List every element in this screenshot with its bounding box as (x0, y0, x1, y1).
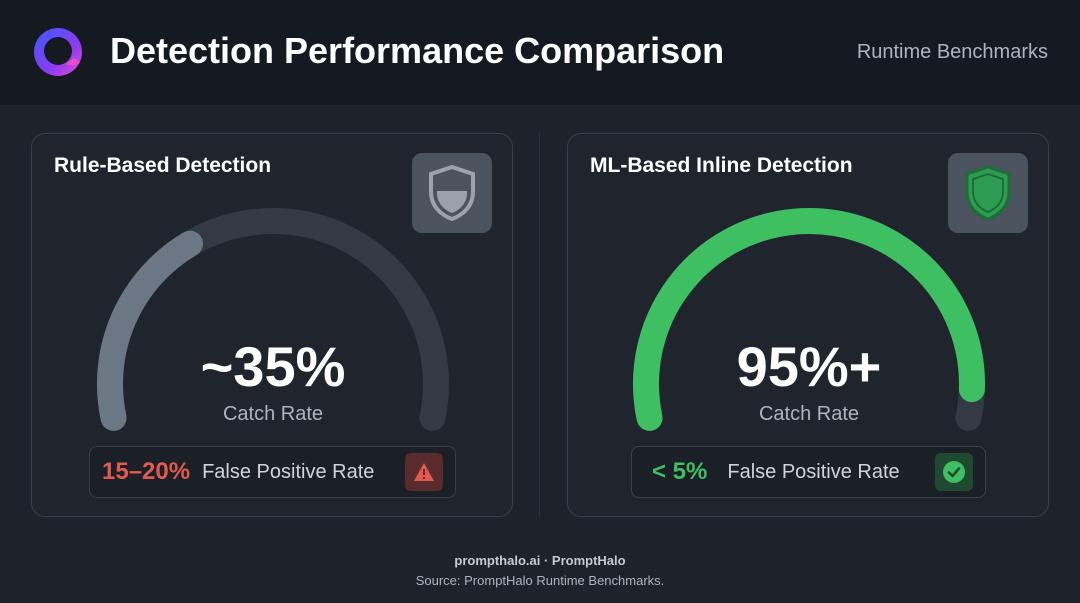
gauge-fill (97, 230, 204, 431)
catch-rate-label: Catch Rate (222, 403, 324, 425)
false-positive-label: False Positive Rate (202, 460, 375, 483)
panel-divider (539, 133, 540, 517)
warning-icon (405, 453, 443, 491)
header-bar: Detection Performance Comparison Runtime… (0, 0, 1080, 105)
card-title: Rule-Based Detection (54, 154, 272, 177)
false-positive-box: < 5% False Positive Rate (631, 446, 986, 498)
catch-rate-label: Catch Rate (758, 403, 860, 425)
page-title: Detection Performance Comparison (110, 30, 725, 71)
check-circle-icon (935, 453, 973, 491)
rule-based-card: Rule-Based Detection ~35% Catch Rate 15–… (31, 133, 513, 517)
false-positive-label: False Positive Rate (727, 460, 900, 483)
page-subtitle: Runtime Benchmarks (856, 41, 1048, 63)
gauge-fill (633, 208, 985, 431)
shield-tile (948, 153, 1028, 233)
rule-based-gauge (97, 208, 449, 431)
catch-rate-value: ~35% (200, 335, 346, 398)
false-positive-value: < 5% (652, 458, 708, 485)
ml-based-gauge (633, 208, 985, 431)
half-shield-icon (429, 164, 475, 222)
shield-tile (412, 153, 492, 233)
false-positive-value: 15–20% (102, 458, 191, 485)
green-shield-icon (965, 165, 1011, 221)
card-title: ML-Based Inline Detection (590, 154, 853, 177)
false-positive-box: 15–20% False Positive Rate (89, 446, 456, 498)
catch-rate-value: 95%+ (736, 335, 882, 398)
footer-brand: prompthalo.ai · PromptHalo (454, 553, 626, 568)
halo-ring-logo-icon (34, 28, 82, 76)
footer-source: Source: PromptHalo Runtime Benchmarks. (415, 573, 665, 588)
ml-based-card: ML-Based Inline Detection 95%+ Catch Rat… (567, 133, 1049, 517)
